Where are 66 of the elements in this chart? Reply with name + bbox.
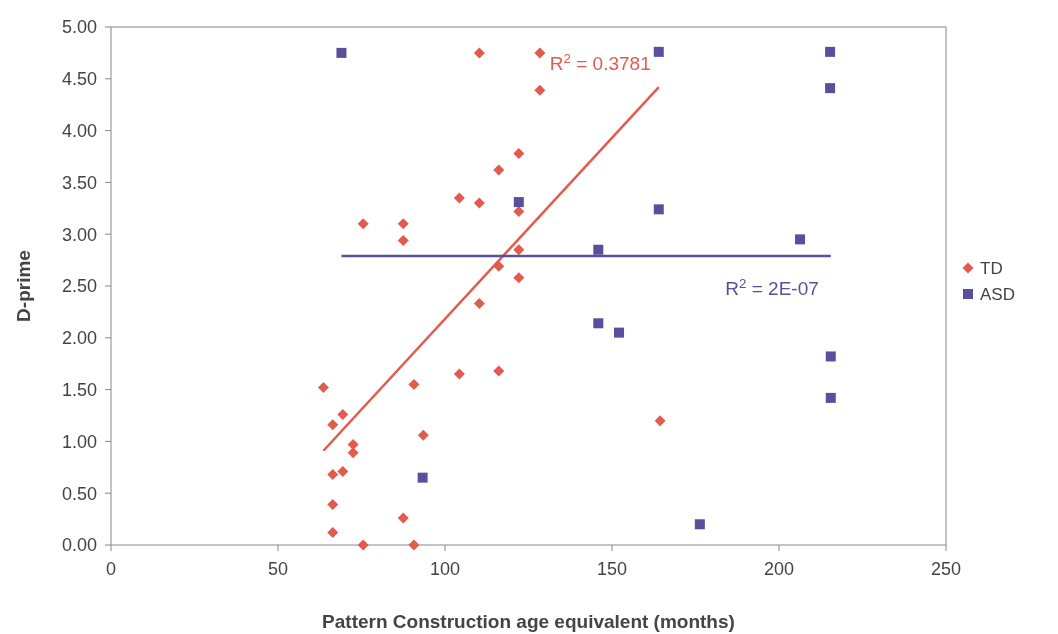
point [408,539,420,551]
point [614,327,625,338]
y-tick-label: 1.50 [61,379,97,400]
y-tick-label: 2.50 [61,276,97,297]
point [825,392,836,403]
point [473,197,485,209]
point [408,378,420,390]
y-tick-label: 3.00 [61,224,97,245]
point [593,318,604,329]
y-tick-label: 4.50 [61,69,97,90]
point [825,351,836,362]
annotation: R$^{2}$ = 2E-07 [725,275,819,299]
point [327,499,339,511]
point [417,429,429,441]
y-tick-label: 4.00 [61,120,97,141]
point [654,415,666,427]
y-tick-label: 3.50 [61,172,97,193]
x-tick-label: 200 [763,559,795,579]
x-tick-label: 50 [267,559,289,579]
point [453,368,465,380]
point [473,47,485,59]
point [453,192,465,204]
point [357,218,369,230]
y-axis-title: D-prime [13,250,34,322]
legend-label: ASD [980,284,1015,304]
point [653,46,664,57]
legend-label: TD [980,258,1003,278]
x-tick-label: 100 [429,559,461,579]
point [795,234,806,245]
point [513,272,525,284]
x-tick-label: 0 [105,559,117,579]
y-tick-label: 0.50 [61,483,97,504]
point [347,447,359,459]
point [473,298,485,310]
x-axis-title: Pattern Construction age equivalent (months) [322,611,735,632]
x-tick-label: 250 [930,559,962,579]
point [493,164,505,176]
point [825,46,836,57]
annotation: R$^{2}$ = 0.3781 [549,50,651,74]
y-tick-label: 0.00 [61,535,97,556]
point [694,519,705,530]
point [327,419,339,431]
point [397,234,409,246]
y-tick-label: 5.00 [61,17,97,38]
point [417,472,428,483]
point [357,539,369,551]
point [337,465,349,477]
point [493,365,505,377]
x-tick-label: 150 [596,559,628,579]
point [825,83,836,94]
point [534,84,546,96]
point [336,47,347,58]
point [337,408,349,420]
point [397,218,409,230]
point [653,204,664,215]
point [513,147,525,159]
point [327,469,339,481]
point [327,527,339,539]
point [317,382,329,394]
y-tick-label: 2.00 [61,328,97,349]
point [534,47,546,59]
point [513,197,524,208]
point [513,244,525,256]
point [397,512,409,524]
y-tick-label: 1.00 [61,431,97,452]
point [593,244,604,255]
